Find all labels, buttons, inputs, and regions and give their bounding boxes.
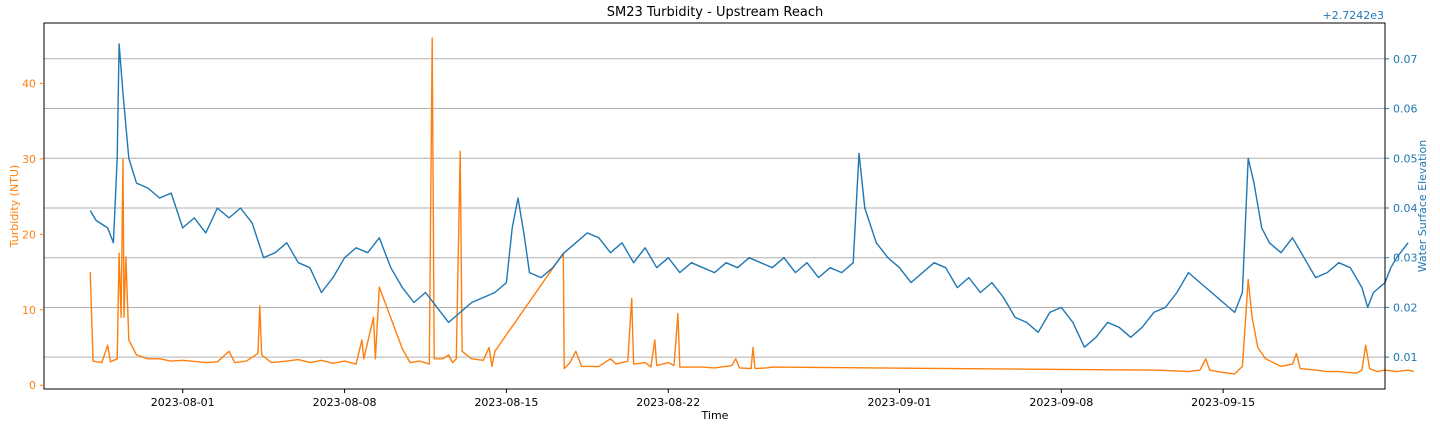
x-tick-label: 2023-08-22 [636, 396, 700, 409]
left-tick-label: 30 [22, 153, 36, 166]
x-axis-ticks: 2023-08-01 2023-08-08 2023-08-15 2023-08-22… [151, 389, 1255, 409]
turbidity-line [89, 37, 1415, 375]
left-tick-label: 20 [22, 228, 36, 241]
x-tick-label: 2023-08-08 [313, 396, 377, 409]
grid-lines [44, 58, 1385, 358]
right-tick-label: 0.05 [1393, 152, 1418, 165]
left-tick-label: 0 [29, 379, 36, 392]
x-tick-label: 2023-08-01 [151, 396, 215, 409]
right-tick-label: 0.06 [1393, 103, 1418, 116]
left-axis-label: Turbidity (NTU) [8, 165, 21, 249]
x-tick-label: 2023-09-08 [1029, 396, 1093, 409]
x-tick-label: 2023-09-15 [1191, 396, 1255, 409]
left-tick-label: 10 [22, 304, 36, 317]
x-tick-label: 2023-09-01 [867, 396, 931, 409]
right-tick-label: 0.01 [1393, 351, 1418, 364]
right-tick-label: 0.03 [1393, 252, 1418, 265]
right-tick-label: 0.04 [1393, 202, 1418, 215]
right-axis-ticks: 0.01 0.02 0.03 0.04 0.05 0.06 0.07 [1385, 53, 1418, 364]
right-axis-offset-text: +2.7242e3 [1323, 9, 1384, 22]
right-tick-label: 0.07 [1393, 53, 1418, 66]
x-tick-label: 2023-08-15 [474, 396, 538, 409]
right-tick-label: 0.02 [1393, 301, 1418, 314]
left-tick-label: 40 [22, 77, 36, 90]
water-elevation-line [89, 43, 1409, 348]
x-axis-label: Time [701, 409, 729, 422]
plot-frame [43, 22, 1386, 390]
right-axis-label: Water Surface Elevation [1416, 140, 1429, 273]
left-axis-ticks: 0 10 20 30 40 [22, 77, 44, 392]
chart-title: SM23 Turbidity - Upstream Reach [607, 5, 823, 20]
series-layer [89, 37, 1415, 375]
